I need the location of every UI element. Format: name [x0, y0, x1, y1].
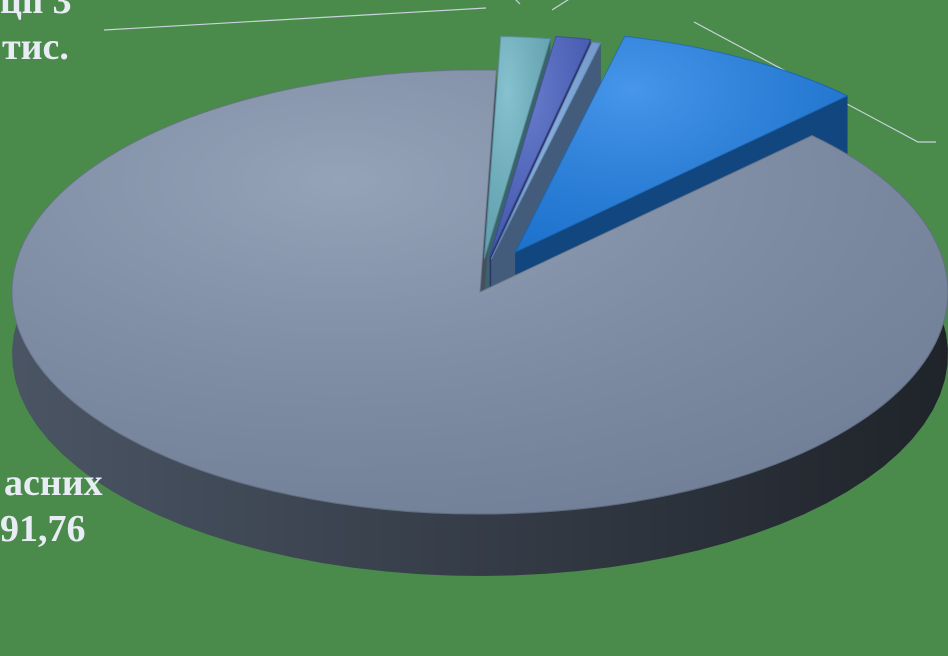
label-fragment-bottom: асних 91,76 — [0, 460, 103, 552]
pie-slice-gloss-1 — [484, 36, 551, 259]
label-fragment-bottom-line-2: 91,76 — [0, 508, 86, 550]
label-fragment-top-line-2: тис. — [2, 26, 69, 68]
pie-slice-gloss-5 — [12, 70, 948, 514]
label-fragment-bottom-line-1: асних — [4, 462, 103, 504]
leader-lines — [103, 0, 936, 143]
pie-slice-gloss-3 — [491, 42, 601, 259]
leader-line-3 — [551, 0, 569, 11]
label-fragment-top: ції 3 тис. — [0, 0, 72, 70]
label-fragment-top-line-1: ції 3 — [0, 0, 72, 22]
pie-slice-gloss-4 — [515, 36, 848, 253]
slice-tops — [11, 35, 948, 515]
leader-line-1 — [103, 7, 487, 31]
leader-line-2 — [515, 0, 521, 5]
leader-line-4 — [693, 21, 936, 143]
pie-slice-gloss-2 — [489, 36, 591, 257]
